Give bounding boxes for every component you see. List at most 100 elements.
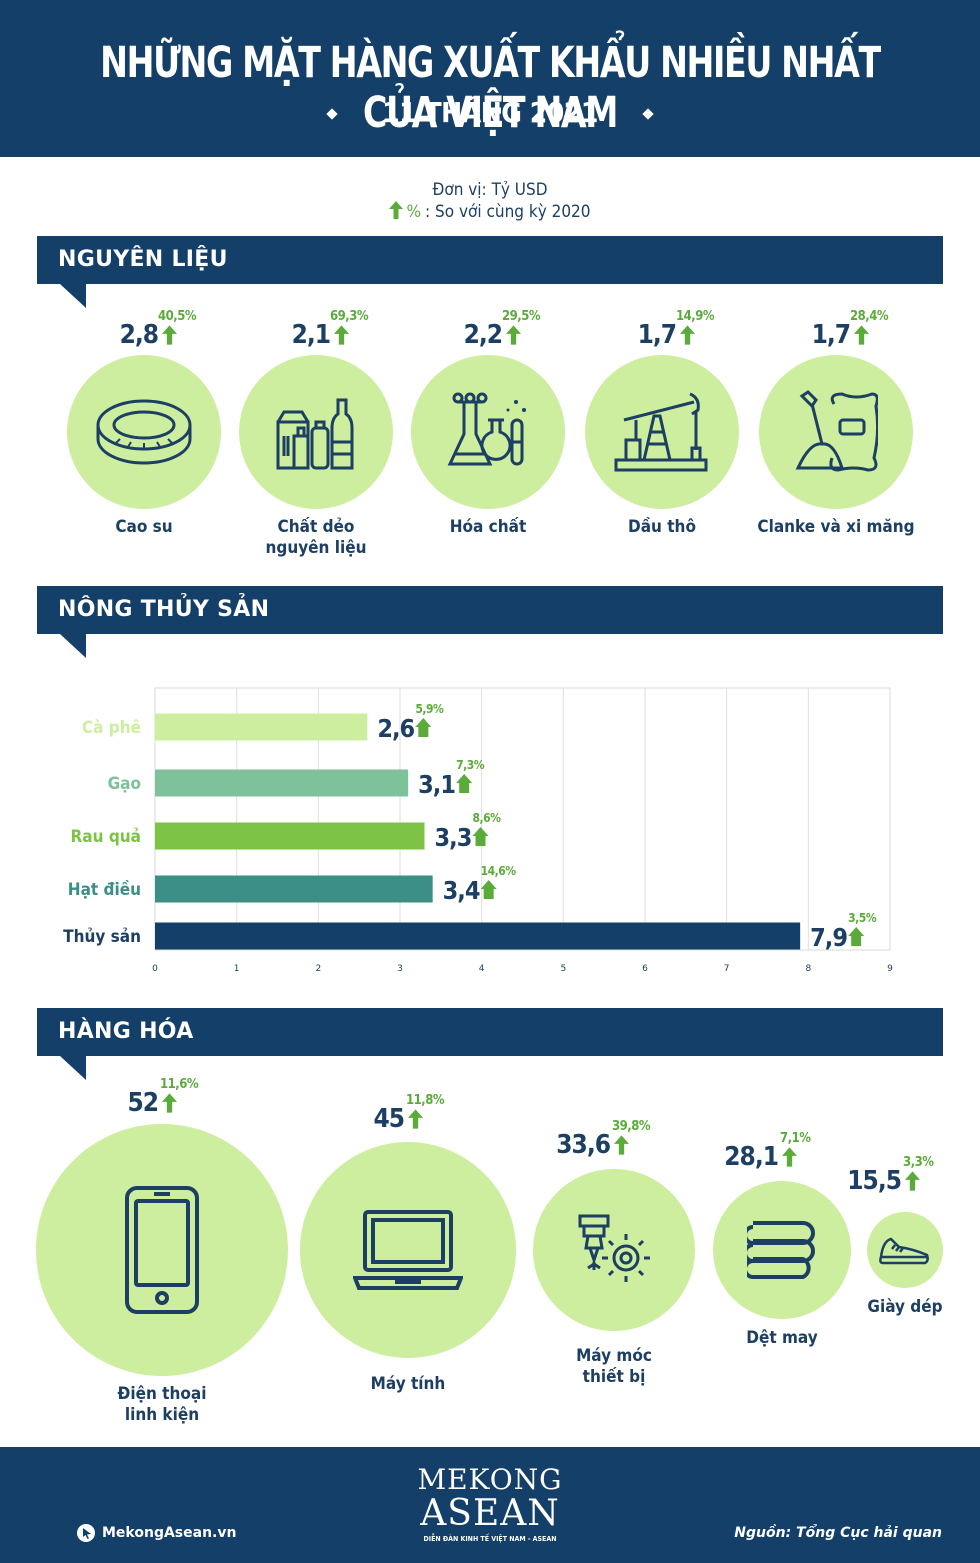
goods-item-value: 33,6 — [556, 1130, 611, 1160]
up-arrow-icon — [848, 927, 865, 946]
raw-item-circle — [411, 355, 565, 509]
machinery-gear-icon — [576, 1212, 652, 1292]
section-title: HÀNG HÓA — [58, 1019, 194, 1044]
up-arrow-icon — [456, 774, 473, 793]
bar — [155, 769, 409, 797]
up-arrow-icon — [162, 1093, 177, 1113]
website-link[interactable]: MekongAsean.vn — [76, 1523, 236, 1543]
bar — [155, 922, 801, 950]
x-tick-label: 3 — [397, 964, 403, 974]
raw-item-label: Cao su — [115, 517, 173, 537]
value-label: 2,6 — [377, 714, 414, 743]
raw-item-pct: 14,9% — [676, 309, 715, 324]
raw-item-label: Dầu thô — [628, 517, 696, 537]
laptop-icon — [352, 1208, 464, 1296]
logo-tagline: DIỄN ĐÀN KINH TẾ VIỆT NAM - ASEAN — [423, 1535, 557, 1543]
page-title: NHỮNG MẶT HÀNG XUẤT KHẨU NHIỀU NHẤT CỦA … — [100, 38, 881, 138]
up-arrow-icon — [782, 1147, 797, 1167]
x-tick-label: 9 — [887, 964, 893, 974]
raw-item-label: Chất dẻo nguyên liệu — [265, 517, 367, 558]
pct-legend-text: : So với cùng kỳ 2020 — [425, 202, 591, 222]
section-title: NÔNG THỦY SẢN — [58, 597, 270, 622]
goods-item-circle — [36, 1124, 288, 1376]
category-label: Rau quả — [71, 827, 141, 847]
goods-item-label: Máy tính — [370, 1374, 446, 1394]
up-arrow-icon — [614, 1135, 629, 1155]
globe-cursor-icon — [77, 1524, 95, 1542]
header-banner: NHỮNG MẶT HÀNG XUẤT KHẨU NHIỀU NHẤT CỦA … — [0, 0, 980, 157]
category-label: Gạo — [108, 774, 141, 794]
section-tail — [60, 284, 86, 308]
subtitle-text: 11 THÁNG 2021 — [382, 96, 598, 129]
goods-item-label: Dệt may — [746, 1328, 818, 1348]
up-arrow — [506, 325, 521, 349]
smartphone-icon — [124, 1185, 200, 1319]
section-goods: HÀNG HÓA — [37, 1008, 943, 1056]
source-note: Nguồn: Tổng Cục hải quan — [734, 1525, 942, 1541]
x-tick-label: 7 — [724, 964, 730, 974]
up-arrow — [334, 325, 349, 349]
value-label: 3,4 — [443, 876, 480, 905]
raw-item-value: 2,1 — [291, 320, 331, 350]
goods-item-pct: 11,8% — [406, 1093, 445, 1108]
up-arrow — [680, 325, 695, 349]
goods-item-value: 15,5 — [847, 1166, 902, 1196]
pct-symbol: % — [406, 202, 422, 222]
goods-item-label: Máy móc thiết bị — [576, 1346, 652, 1387]
unit-legend: Đơn vị: Tỷ USD %: So với cùng kỳ 2020 — [0, 180, 980, 223]
oil-pump-icon — [614, 390, 710, 478]
page-subtitle: 11 THÁNG 2021 — [0, 96, 980, 129]
bar — [155, 713, 368, 741]
raw-item-circle — [67, 355, 221, 509]
section-agri: NÔNG THỦY SẢN — [37, 586, 943, 634]
up-arrow — [614, 1135, 629, 1159]
unit-text: Đơn vị: Tỷ USD — [432, 180, 548, 200]
goods-item-label: Giày dép — [867, 1297, 943, 1317]
agri-bar-chart: 0 1 2 3 4 5 6 7 8 9 Cà phê 2,65,9% Gạo 3,17,3% Rau quả… — [63, 687, 893, 974]
up-arrow — [408, 1109, 423, 1133]
raw-item-pct: 28,4% — [850, 309, 889, 324]
pct-label: 7,3% — [456, 758, 485, 772]
raw-item-label: Hóa chất — [449, 517, 527, 537]
folded-clothes-icon — [743, 1219, 817, 1285]
x-tick-label: 4 — [479, 964, 485, 974]
raw-item-pct: 69,3% — [330, 309, 369, 324]
up-arrow — [162, 1093, 177, 1117]
plot-frame — [154, 687, 891, 951]
pct-label: 8,6% — [473, 811, 502, 825]
category-label: Thủy sản — [63, 927, 141, 947]
pct-legend: %: So với cùng kỳ 2020 — [0, 201, 980, 223]
up-arrow-icon — [408, 1109, 423, 1129]
goods-item-pct: 39,8% — [612, 1119, 651, 1134]
up-arrow — [162, 325, 177, 349]
section-title: NGUYÊN LIỆU — [58, 247, 228, 272]
goods-item-circle — [713, 1181, 851, 1319]
footer: MekongAsean.vn MEKONG ASEAN DIỄN ĐÀN KIN… — [0, 1447, 980, 1563]
value-label: 7,9 — [810, 923, 847, 952]
raw-item-value: 1,7 — [637, 320, 677, 350]
category-label: Hạt điều — [68, 879, 141, 900]
x-tick-label: 0 — [152, 964, 158, 974]
up-arrow-icon — [334, 325, 349, 345]
up-arrow-icon — [472, 827, 489, 846]
pct-label: 3,5% — [848, 911, 877, 925]
goods-item-pct: 3,3% — [903, 1155, 934, 1170]
raw-item-circle — [759, 355, 913, 509]
raw-item-value: 2,8 — [119, 320, 159, 350]
raw-item-value: 1,7 — [811, 320, 851, 350]
logo-line2: ASEAN — [420, 1493, 560, 1534]
goods-item-pct: 7,1% — [780, 1131, 811, 1146]
raw-item-circle — [239, 355, 393, 509]
section-tail — [60, 634, 86, 658]
goods-item-circle — [533, 1169, 695, 1331]
x-tick-label: 6 — [642, 964, 648, 974]
raw-item-pct: 29,5% — [502, 309, 541, 324]
diamond-icon — [642, 108, 654, 120]
section-raw-materials: NGUYÊN LIỆU — [37, 236, 943, 284]
tire-icon — [94, 397, 194, 471]
up-arrow-icon — [389, 201, 404, 219]
category-label: Cà phê — [82, 718, 141, 738]
goods-item-label: Điện thoại linh kiện — [117, 1384, 207, 1425]
mekong-asean-logo: MEKONG ASEAN DIỄN ĐÀN KINH TẾ VIỆT NAM -… — [390, 1465, 590, 1544]
goods-item-value: 52 — [127, 1088, 159, 1118]
